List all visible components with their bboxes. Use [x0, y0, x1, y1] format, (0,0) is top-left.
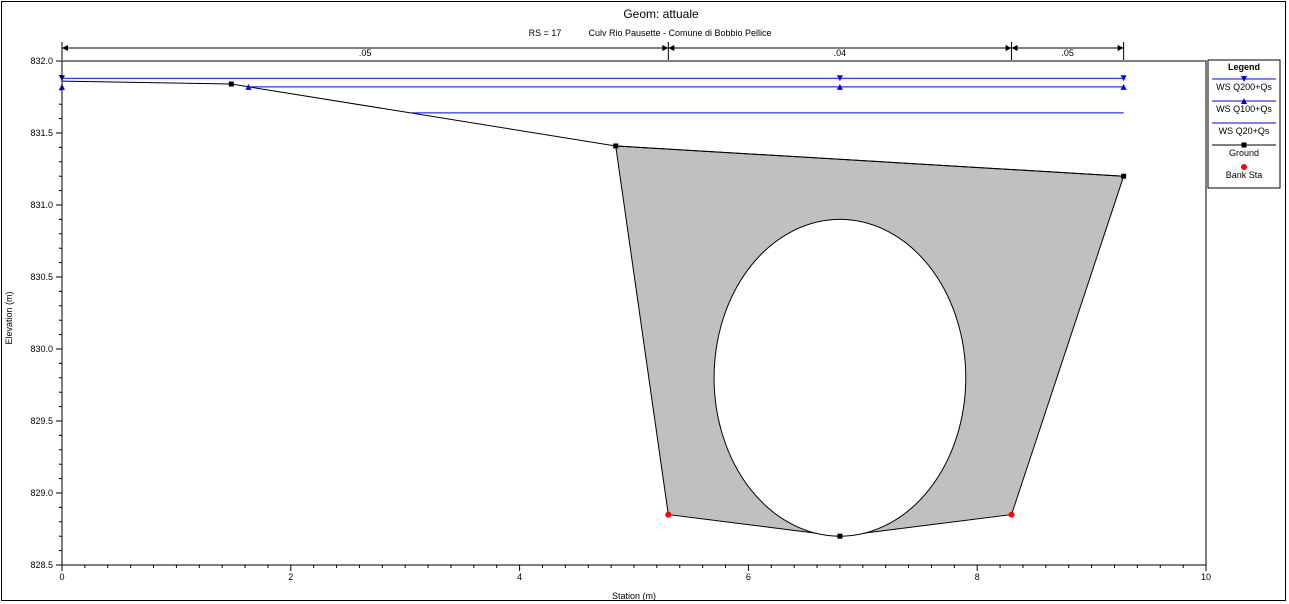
- manning-label: .05: [1061, 48, 1074, 58]
- x-tick-label: 6: [746, 572, 751, 582]
- chart-subtitle-rs: RS = 17: [529, 28, 562, 38]
- bank-station-2: [1008, 511, 1015, 518]
- y-tick-label: 828.5: [30, 560, 53, 570]
- x-tick-label: 4: [517, 572, 522, 582]
- y-tick-label: 830.0: [30, 344, 53, 354]
- ground-point-3: [1121, 173, 1127, 179]
- water-surface-2-marker-2: [245, 83, 252, 90]
- x-tick-label: 8: [975, 572, 980, 582]
- legend-label: WS Q20+Qs: [1219, 126, 1270, 136]
- legend-label: Bank Sta: [1226, 170, 1263, 180]
- water-surface-1-marker-2: [836, 75, 843, 82]
- manning-arrow-right-3: [1117, 45, 1124, 51]
- ground-point-2: [613, 143, 619, 149]
- x-tick-label: 0: [59, 572, 64, 582]
- ground-point-4: [837, 533, 843, 539]
- water-surface-2-marker-4: [1120, 83, 1127, 90]
- y-tick-label: 832.0: [30, 56, 53, 66]
- legend-label: WS Q100+Qs: [1216, 104, 1272, 114]
- water-surface-2-marker-3: [836, 83, 843, 90]
- legend-marker: [1241, 76, 1247, 82]
- y-tick-label: 831.0: [30, 200, 53, 210]
- bank-station-1: [665, 511, 672, 518]
- culvert-opening: [713, 218, 967, 537]
- legend-marker: [1241, 142, 1247, 148]
- legend-marker: [1241, 98, 1247, 104]
- manning-arrow-right-1: [662, 45, 669, 51]
- manning-arrow-left-3: [1011, 45, 1018, 51]
- chart-subtitle-desc: Culv Rio Pausette - Comune di Bobbio Pel…: [588, 28, 771, 38]
- manning-label: .05: [359, 48, 372, 58]
- ground-point-1: [228, 81, 234, 87]
- legend-marker: [1241, 164, 1247, 170]
- x-axis-label: Station (m): [612, 591, 656, 601]
- manning-label: .04: [834, 48, 847, 58]
- y-tick-label: 829.0: [30, 488, 53, 498]
- legend: Legend WS Q200+Qs WS Q100+Qs WS Q20+Qs Groun…: [1207, 59, 1281, 189]
- legend-title: Legend: [1228, 62, 1260, 72]
- y-tick-label: 831.5: [30, 128, 53, 138]
- water-surface-1-marker-3: [1120, 75, 1127, 82]
- legend-label: Ground: [1229, 148, 1259, 158]
- legend-label: WS Q200+Qs: [1216, 82, 1272, 92]
- manning-arrow-right-2: [1005, 45, 1012, 51]
- x-tick-label: 10: [1201, 572, 1211, 582]
- plot-area: 0 2 4 6 8 10 828.5 829.0 829.5 830.0 830.5 831.0 831…: [30, 42, 1211, 582]
- x-tick-label: 2: [288, 572, 293, 582]
- y-axis-label: Elevation (m): [4, 291, 14, 344]
- y-tick-label: 829.5: [30, 416, 53, 426]
- manning-arrow-left-1: [62, 45, 68, 51]
- chart-title: Geom: attuale: [623, 7, 699, 21]
- ground-line: [61, 80, 1124, 177]
- manning-arrow-left-2: [668, 45, 675, 51]
- y-tick-label: 830.5: [30, 272, 53, 282]
